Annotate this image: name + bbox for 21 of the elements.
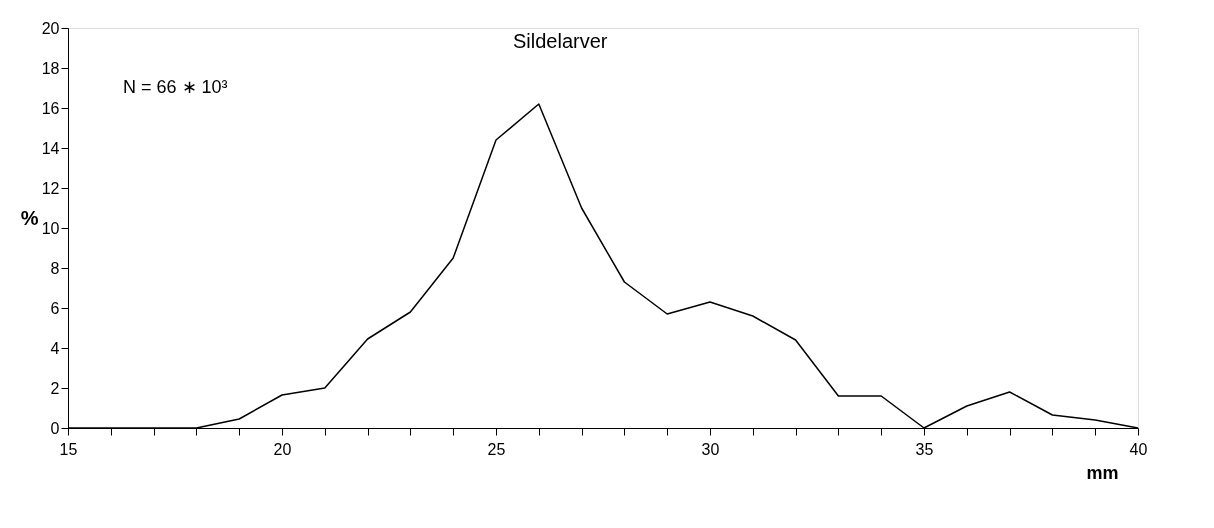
y-tick-label: 6: [50, 299, 60, 317]
y-tick-label: 12: [41, 179, 60, 197]
y-tick-label: 10: [41, 219, 60, 237]
y-tick-label: 2: [50, 379, 60, 397]
x-tick-label: 20: [273, 440, 292, 458]
y-tick-label: 14: [41, 139, 60, 157]
x-axis-title: mm: [1086, 462, 1119, 483]
chart-title: Sildelarver: [512, 30, 608, 52]
x-tick-label: 35: [915, 440, 934, 458]
annotation: N = 66 ∗ 10³: [123, 77, 228, 97]
y-axis-title: %: [20, 206, 39, 229]
x-tick-label: 15: [59, 440, 78, 458]
y-tick-label: 18: [41, 59, 60, 77]
y-tick-label: 20: [41, 19, 60, 37]
y-tick-label: 8: [50, 259, 60, 277]
y-tick-label: 16: [41, 99, 60, 117]
x-tick-label: 30: [701, 440, 720, 458]
y-tick-label: 0: [50, 419, 60, 437]
y-tick-label: 4: [50, 339, 60, 357]
x-tick-label: 25: [487, 440, 506, 458]
x-tick-label: 40: [1129, 440, 1148, 458]
